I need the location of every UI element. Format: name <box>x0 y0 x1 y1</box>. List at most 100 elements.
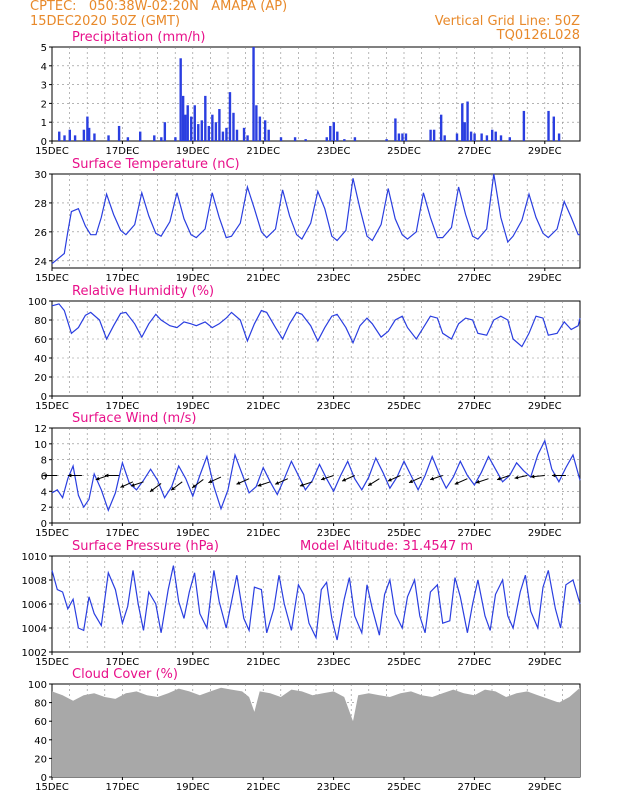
precip-bar <box>107 135 110 141</box>
precip-bar <box>179 58 182 141</box>
precip-bar <box>186 105 189 141</box>
precip-bar <box>211 114 214 141</box>
precip-bar <box>485 135 489 141</box>
x-tick-label: 29DEC <box>528 528 562 539</box>
precip-bar <box>242 127 246 141</box>
y-tick-label: 0 <box>41 519 47 530</box>
wind-arrow-head <box>257 483 262 487</box>
precip-bar <box>439 114 443 141</box>
chart-title: Relative Humidity (%) <box>72 284 214 299</box>
precip-bar <box>214 122 218 141</box>
chart-annotation: Model Altitude: 31.4547 m <box>300 539 473 554</box>
x-tick-label: 17DEC <box>106 528 140 539</box>
x-tick-label: 25DEC <box>387 528 421 539</box>
y-tick-label: 10 <box>34 440 47 451</box>
x-tick-label: 19DEC <box>176 782 210 793</box>
wind-arrow-head <box>171 486 175 491</box>
precip-bar <box>225 127 228 141</box>
series-line <box>51 565 581 641</box>
chart-title: Surface Temperature (nC) <box>72 157 240 172</box>
wind-arrow-head <box>387 477 392 482</box>
precip-bar <box>255 105 258 141</box>
precip-bar <box>184 114 187 141</box>
wind-arrow-head <box>104 473 109 478</box>
precip-bar <box>82 129 86 141</box>
cloud-area <box>52 687 580 777</box>
y-tick-label: 20 <box>34 373 47 384</box>
y-tick-label: 2 <box>41 503 47 514</box>
chart-title: Precipitation (mm/h) <box>72 30 205 45</box>
panel-cloud: 15DEC 17DEC 19DEC 21DEC 23DEC 25DEC 27DEC 29DEC… <box>28 667 581 793</box>
y-tick-label: 0 <box>41 392 47 403</box>
precip-bar <box>160 137 163 141</box>
y-tick-label: 60 <box>34 717 47 728</box>
x-tick-label: 21DEC <box>246 146 280 157</box>
x-tick-label: 27DEC <box>458 782 492 793</box>
precip-bar <box>204 95 207 141</box>
wind-arrow-head <box>192 484 197 488</box>
precip-bar <box>87 127 91 141</box>
wind-arrow-head <box>497 476 501 481</box>
x-tick-label: 19DEC <box>176 528 210 539</box>
x-tick-label: 21DEC <box>246 528 280 539</box>
precip-bar <box>394 118 397 141</box>
y-tick-label: 24 <box>34 257 47 268</box>
wind-arrow-head <box>208 479 213 483</box>
precip-bar <box>508 137 511 141</box>
precip-bar <box>246 135 249 141</box>
precip-bar <box>455 133 459 141</box>
precip-bar <box>163 122 167 141</box>
x-tick-label: 27DEC <box>458 528 492 539</box>
x-tick-label: 25DEC <box>387 146 421 157</box>
precip-bar <box>117 125 121 141</box>
series-line <box>51 173 580 265</box>
precip-bar <box>491 129 494 141</box>
x-tick-label: 23DEC <box>317 273 351 284</box>
x-tick-label: 15DEC <box>35 146 69 157</box>
y-tick-label: 100 <box>28 680 47 691</box>
wind-arrow-head <box>236 481 241 485</box>
precip-bar <box>432 129 436 141</box>
wind-arrow-head <box>67 473 72 478</box>
header-grid-line: Vertical Grid Line: 50Z <box>434 14 580 29</box>
wind-arrow-head <box>475 479 480 484</box>
y-tick-label: 1008 <box>22 576 47 587</box>
precip-bar <box>232 112 235 141</box>
x-tick-label: 19DEC <box>176 273 210 284</box>
wind-arrow-head <box>430 476 435 481</box>
x-tick-label: 15DEC <box>35 401 69 412</box>
wind-arrow-head <box>530 474 535 479</box>
wind-arrow-head <box>130 483 135 487</box>
wind-arrow-head <box>149 488 154 492</box>
precip-bar <box>218 109 221 141</box>
wind-arrow-head <box>299 483 304 487</box>
precip-bar <box>258 116 262 141</box>
x-tick-label: 15DEC <box>35 273 69 284</box>
x-tick-label: 15DEC <box>35 528 69 539</box>
x-tick-label: 25DEC <box>387 273 421 284</box>
precip-bar <box>336 131 339 141</box>
panel-wind: 15DEC 17DEC 19DEC 21DEC 23DEC 25DEC 27DEC 29DEC… <box>34 411 581 539</box>
header-model-id: TQ0126L028 <box>496 28 580 43</box>
precip-bar <box>397 133 401 141</box>
precip-bar <box>139 131 142 141</box>
precip-bar <box>401 133 404 141</box>
precip-bar <box>385 139 388 141</box>
x-tick-label: 27DEC <box>458 657 492 668</box>
y-tick-label: 0 <box>41 773 47 784</box>
y-tick-label: 1 <box>41 118 47 129</box>
precip-bar <box>207 125 211 141</box>
panel-temp: 15DEC 17DEC 19DEC 21DEC 23DEC 25DEC 27DEC 29DEC… <box>34 157 581 284</box>
y-tick-label: 1002 <box>22 648 47 659</box>
precip-bar <box>466 101 469 141</box>
precip-bar <box>267 129 270 141</box>
x-tick-label: 21DEC <box>246 782 280 793</box>
precip-bar <box>200 120 203 141</box>
x-tick-label: 15DEC <box>35 782 69 793</box>
y-tick-label: 6 <box>41 472 47 483</box>
y-tick-label: 5 <box>41 43 47 54</box>
precip-bar <box>190 116 193 141</box>
precip-bar <box>197 124 200 141</box>
x-tick-label: 29DEC <box>528 782 562 793</box>
y-tick-label: 12 <box>34 424 47 435</box>
